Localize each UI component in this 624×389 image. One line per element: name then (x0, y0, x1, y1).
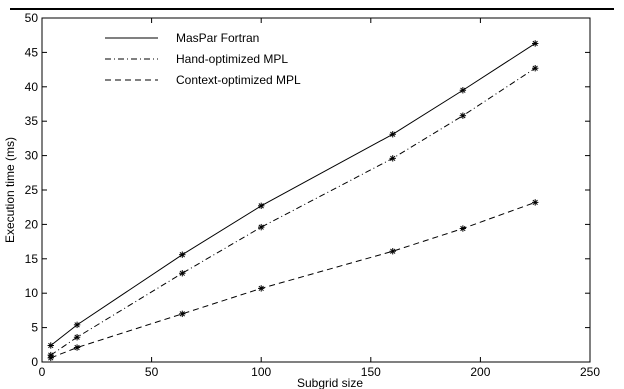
data-point (532, 199, 539, 206)
data-point (389, 155, 396, 162)
data-point (532, 65, 539, 72)
y-tick-label: 5 (31, 321, 38, 335)
x-tick-label: 150 (361, 365, 381, 379)
legend-item: MasPar Fortran (105, 31, 259, 45)
y-tick-label: 45 (25, 45, 39, 59)
ticks: 0 50 100 150 200 250 0 5 10 15 20 25 30 35 40 45 50 (25, 11, 601, 379)
legend-label: MasPar Fortran (176, 31, 259, 45)
x-tick-label: 200 (470, 365, 490, 379)
y-tick-label: 25 (25, 183, 39, 197)
data-point (389, 131, 396, 138)
y-tick-label: 10 (25, 286, 39, 300)
data-point (459, 225, 467, 232)
data-point (73, 321, 81, 329)
data-point (47, 342, 54, 349)
data-point (389, 248, 396, 255)
y-tick-label: 15 (25, 252, 39, 266)
data-point (532, 40, 539, 47)
y-tick-label: 35 (25, 114, 39, 128)
y-tick-label: 50 (25, 11, 39, 25)
data-point (179, 270, 186, 277)
y-tick-label: 40 (25, 80, 39, 94)
data-point (258, 202, 265, 210)
legend-label: Hand-optimized MPL (176, 52, 288, 66)
data-point (179, 310, 186, 318)
data-point (47, 354, 54, 362)
series-layer (47, 40, 539, 362)
x-tick-label: 250 (580, 365, 600, 379)
data-point (179, 251, 186, 258)
legend-item: Hand-optimized MPL (105, 52, 288, 66)
series-3 (47, 199, 539, 362)
axes (41, 17, 591, 363)
data-point (459, 112, 467, 119)
series-1 (47, 40, 539, 349)
y-tick-label: 20 (25, 217, 39, 231)
y-tick-label: 30 (25, 149, 39, 163)
series-2 (47, 65, 539, 359)
data-point (258, 223, 265, 231)
y-axis-label: Execution time (ms) (3, 137, 17, 243)
legend: MasPar Fortran Hand-optimized MPL Context-… (105, 31, 301, 87)
legend-label: Context-optimized MPL (176, 73, 301, 87)
plot-frame (41, 17, 591, 363)
data-point (73, 334, 81, 341)
page-top-rule (10, 8, 614, 10)
y-tick-label: 0 (31, 355, 38, 369)
x-tick-label: 50 (145, 365, 159, 379)
series-line (50, 67, 536, 356)
data-point (73, 344, 81, 351)
x-tick-label: 0 (39, 365, 46, 379)
x-axis-label: Subgrid size (297, 376, 363, 389)
x-tick-label: 100 (251, 365, 271, 379)
data-point (459, 87, 467, 94)
legend-item: Context-optimized MPL (105, 73, 301, 87)
data-point (258, 285, 265, 292)
